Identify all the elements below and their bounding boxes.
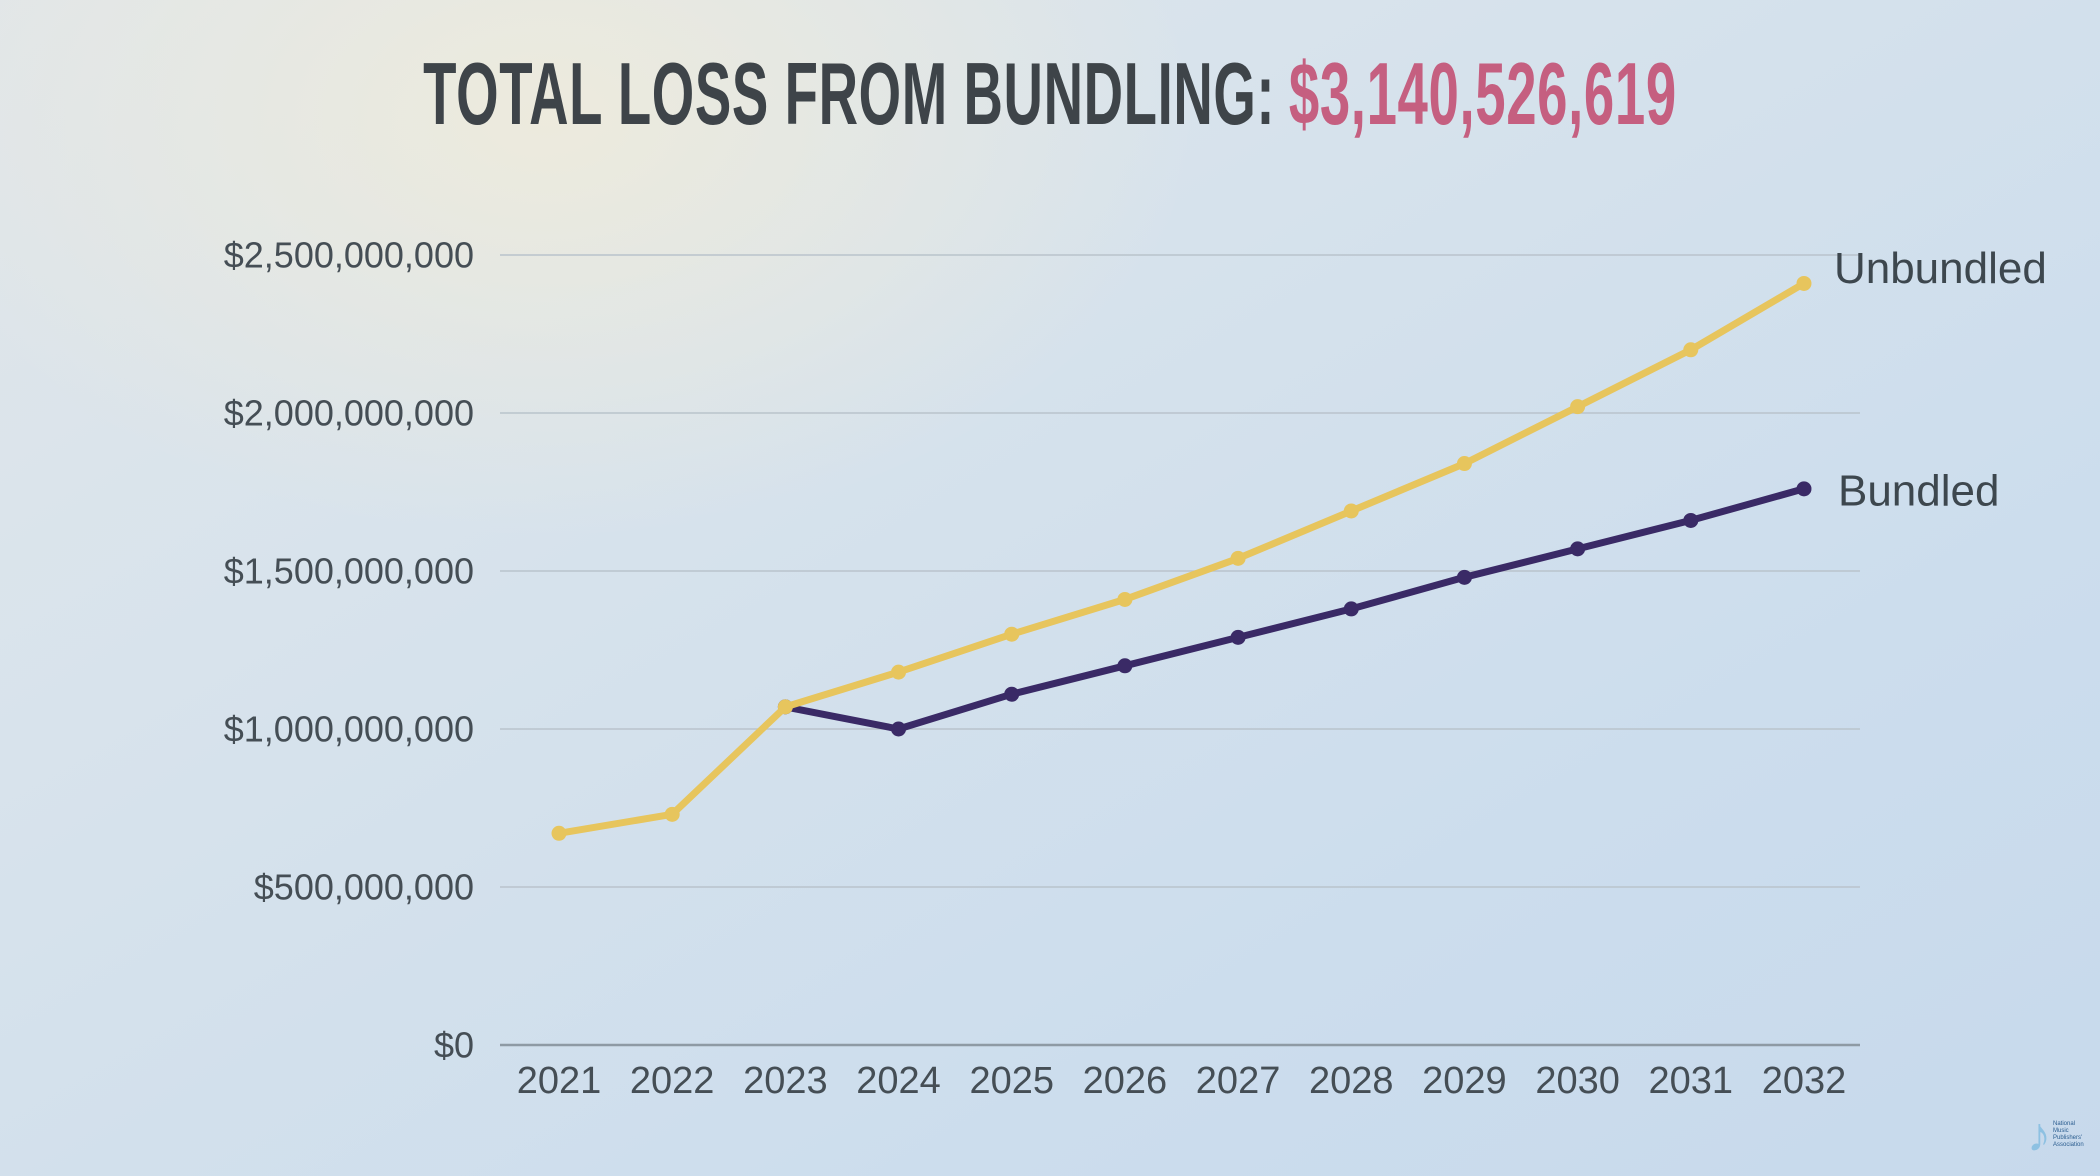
x-axis-tick-label: 2028 xyxy=(1309,1060,1394,1102)
series-label-unbundled: Unbundled xyxy=(1834,244,2047,293)
title-value: $3,140,526,619 xyxy=(1288,44,1677,143)
x-axis-tick-label: 2029 xyxy=(1422,1060,1507,1102)
data-point-bundled-2026 xyxy=(1117,658,1133,674)
x-axis-tick-label: 2022 xyxy=(630,1060,715,1102)
data-point-unbundled-2021 xyxy=(551,825,567,841)
series-line-bundled xyxy=(781,485,1808,733)
title-label: TOTAL LOSS FROM BUNDLING: xyxy=(423,44,1276,143)
series-label-bundled: Bundled xyxy=(1838,466,1999,515)
y-axis-tick-label: $2,000,000,000 xyxy=(224,393,474,434)
y-axis-tick-label: $1,000,000,000 xyxy=(224,709,474,750)
x-axis-tick-label: 2027 xyxy=(1196,1060,1281,1102)
nmpa-org-name-line: Association xyxy=(2053,1142,2084,1148)
y-axis-tick-label: $2,500,000,000 xyxy=(224,235,474,276)
data-point-unbundled-2022 xyxy=(664,806,680,822)
nmpa-org-name-line: Music xyxy=(2053,1128,2069,1134)
page-title: TOTAL LOSS FROM BUNDLING: $3,140,526,619 xyxy=(423,50,1677,138)
data-point-unbundled-2029 xyxy=(1456,456,1472,472)
title-row: TOTAL LOSS FROM BUNDLING: $3,140,526,619 xyxy=(0,50,2100,138)
data-point-bundled-2030 xyxy=(1570,541,1586,557)
data-point-unbundled-2025 xyxy=(1004,626,1020,642)
data-point-unbundled-2024 xyxy=(891,664,907,680)
data-point-bundled-2031 xyxy=(1683,512,1699,528)
y-axis-tick-label: $500,000,000 xyxy=(254,867,474,908)
nmpa-org-name-line: National xyxy=(2053,1121,2075,1127)
data-point-bundled-2024 xyxy=(891,721,907,737)
data-point-unbundled-2030 xyxy=(1570,399,1586,415)
data-point-bundled-2025 xyxy=(1004,686,1020,702)
music-note-icon: ♪ xyxy=(2030,1109,2051,1156)
x-axis-tick-label: 2021 xyxy=(517,1060,602,1102)
data-point-unbundled-2027 xyxy=(1230,550,1246,566)
data-point-unbundled-2032 xyxy=(1796,275,1812,291)
x-axis-tick-label: 2030 xyxy=(1535,1060,1620,1102)
x-axis-tick-label: 2025 xyxy=(969,1060,1054,1102)
x-axis-tick-label: 2023 xyxy=(743,1060,828,1102)
data-point-unbundled-2023 xyxy=(777,699,793,715)
nmpa-org-name-line: Publishers' xyxy=(2053,1135,2082,1141)
x-axis-tick-label: 2031 xyxy=(1649,1060,1734,1102)
data-point-bundled-2032 xyxy=(1796,481,1812,497)
y-axis-tick-label: $1,500,000,000 xyxy=(224,551,474,592)
data-point-unbundled-2028 xyxy=(1343,503,1359,519)
x-axis-tick-label: 2032 xyxy=(1762,1060,1847,1102)
data-point-unbundled-2026 xyxy=(1117,591,1133,607)
data-point-bundled-2029 xyxy=(1456,569,1472,585)
x-axis-tick-label: 2024 xyxy=(856,1060,941,1102)
y-axis-tick-label: $0 xyxy=(434,1025,474,1066)
x-axis-tick-label: 2026 xyxy=(1083,1060,1168,1102)
data-point-bundled-2027 xyxy=(1230,629,1246,645)
data-point-bundled-2028 xyxy=(1343,601,1359,617)
data-point-unbundled-2031 xyxy=(1683,342,1699,358)
series-line-unbundled xyxy=(555,279,1808,837)
